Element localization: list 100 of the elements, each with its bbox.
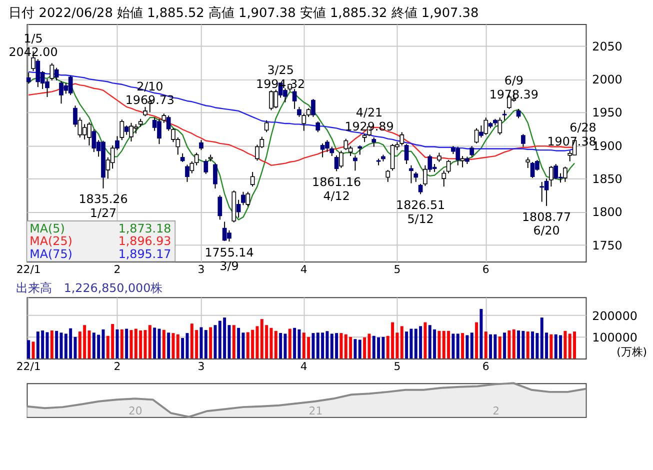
x-tick-label: 22/1 [16,262,41,276]
bar [363,337,366,358]
bar [531,332,534,358]
candlestick [292,88,297,110]
text: (万株) [616,345,648,358]
candlestick [498,117,502,136]
bar [564,330,567,358]
bar [405,332,408,358]
y-tick-label: 200000 [592,308,638,323]
bar [120,329,124,358]
candlestick [339,150,344,168]
candlestick [353,154,358,172]
bar [214,325,217,358]
candlestick [521,134,526,148]
bar [354,339,357,358]
y-tick-label: 1800 [592,205,622,220]
annotation: 1755.14 3/9 [204,245,254,274]
candlestick [442,170,446,188]
candlestick [358,144,362,156]
x-tick-label: 4 [300,360,308,373]
y-tick-label: 1750 [592,238,622,252]
candlestick [437,152,442,162]
bar [452,334,455,358]
bar [503,332,506,358]
bar [489,334,492,358]
candlestick [526,156,530,168]
x-tick-label: 4 [300,262,308,276]
x-tick-label: 3 [198,262,205,276]
bar [456,334,460,358]
candlestick [400,132,404,146]
x-tick-label: 20 [128,404,142,418]
bar [148,325,152,358]
candlestick [549,165,554,188]
bar [232,325,236,358]
annotation: 6/9 1978.39 [489,74,538,102]
annotation: 1,873.18 [118,221,172,236]
x-tick-label: 3 [198,360,205,373]
bar [498,336,502,358]
bar [279,333,282,358]
chart-title: 出来高 1,226,850,000株 [16,281,163,296]
candlestick [302,113,306,132]
bar [400,326,404,358]
candlestick [246,191,250,207]
bar [512,329,516,358]
annotation: 4/21 1929.89 [344,106,394,134]
bar [274,330,278,358]
x-tick-label: 21 [308,404,323,418]
candlestick [143,106,148,117]
candlestick [372,136,376,148]
annotation: 3/25 1994.32 [256,62,306,91]
candlestick [423,164,428,186]
bar [312,333,315,358]
candlestick [190,160,194,174]
candlestick [502,110,507,121]
annotation: 1808.77 6/20 [522,210,572,238]
bar [526,332,530,358]
bar [153,328,156,358]
y-tick-label: 1950 [592,106,622,120]
candlestick [330,146,334,157]
candlestick [409,164,414,184]
y-tick-label: 2050 [592,39,622,54]
bar [288,328,292,358]
bar [358,340,362,358]
bar [293,328,296,358]
y-tick-label: 1850 [592,172,622,186]
bar [55,330,58,358]
bar [475,322,478,358]
bar [461,333,464,358]
annotation: 1835.26 1/27 [78,192,128,220]
chart-title: 日付 2022/06/28 始値 1,885.52 高値 1,907.38 安値 1,885.32 終値 1,907.38 [8,5,479,22]
bar [27,340,30,358]
x-tick-label: 2 [492,404,500,418]
annotation: 1,895.17 [118,247,172,262]
candlestick [540,181,544,202]
y-tick-label: 2000 [592,72,622,87]
candlestick [264,120,269,133]
candlestick [404,144,409,164]
candlestick [516,108,521,119]
text: MA(5) [30,221,65,236]
bar [204,330,208,358]
candlestick [120,119,124,141]
candlestick [386,169,390,182]
x-tick-label: 5 [394,262,401,276]
bar [162,330,166,358]
x-tick-label: 5 [394,360,401,373]
candlestick [213,162,218,190]
candlestick [414,171,418,182]
candlestick [470,146,474,158]
candlestick [344,138,348,151]
annotation: 1,896.93 [118,234,172,248]
x-tick-label: 2 [114,262,121,276]
candlestick [194,152,199,166]
bar [438,330,441,358]
candlestick [563,166,568,182]
bar [340,333,343,358]
annotation: 1826.51 5/12 [396,198,446,226]
bar [424,322,427,358]
bar [517,330,520,358]
text: MA(75) [30,247,72,262]
candlestick [484,117,488,136]
